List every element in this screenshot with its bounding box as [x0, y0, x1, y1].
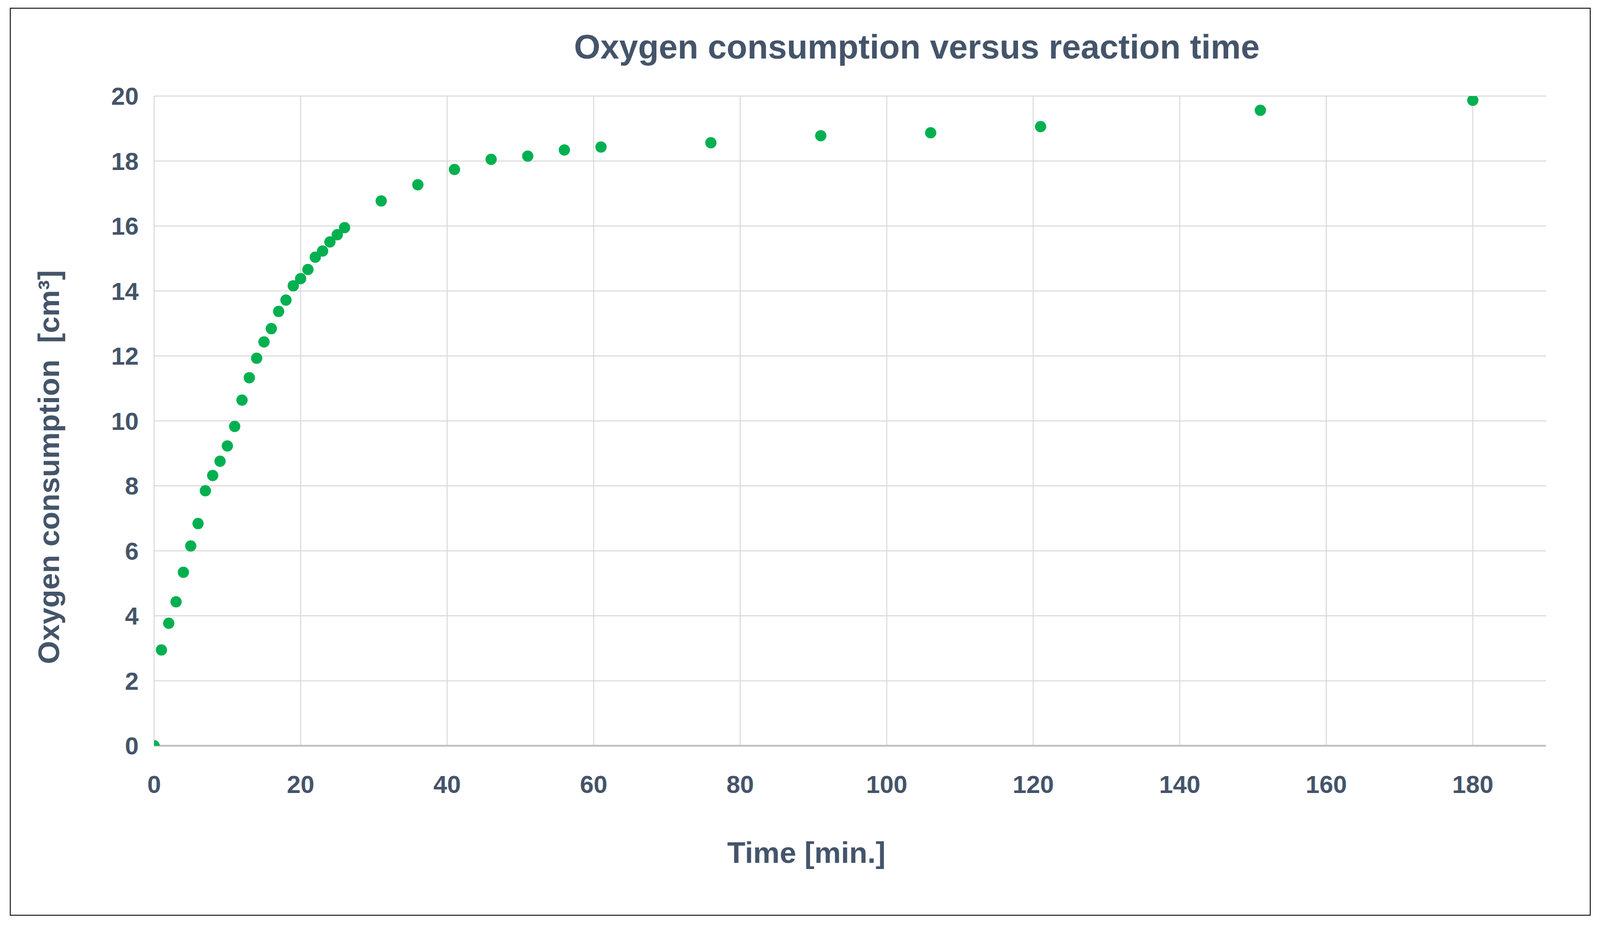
y-tick-label: 10	[111, 407, 139, 436]
y-axis-title: Oxygen consumption [cm³]	[31, 270, 66, 665]
x-grid-line	[1325, 96, 1327, 746]
data-point	[595, 141, 607, 153]
data-point	[236, 394, 248, 406]
y-grid-line	[154, 225, 1547, 227]
x-grid-line	[1472, 96, 1474, 746]
x-grid-line	[299, 96, 301, 746]
y-tick-label: 18	[111, 147, 139, 176]
y-axis-line	[153, 96, 155, 746]
x-tick-label: 40	[433, 770, 461, 799]
x-tick-label: 0	[147, 770, 162, 799]
y-grid-line	[154, 745, 1547, 747]
x-tick-label: 140	[1159, 770, 1201, 799]
x-tick-label: 120	[1012, 770, 1054, 799]
y-tick-label: 12	[111, 342, 139, 370]
y-grid-line	[154, 290, 1547, 292]
x-axis-title: Time [min.]	[727, 835, 886, 870]
x-grid-line	[446, 96, 448, 746]
y-grid-line	[154, 485, 1547, 487]
data-point	[170, 596, 182, 608]
data-point	[1466, 96, 1479, 106]
x-tick-label: 100	[866, 770, 908, 799]
x-tick-label: 180	[1452, 770, 1494, 799]
x-grid-line	[1032, 96, 1034, 746]
x-grid-line	[153, 96, 155, 746]
x-grid-line	[593, 96, 595, 746]
x-tick-label: 160	[1305, 770, 1347, 799]
data-point	[265, 323, 277, 335]
data-point	[1034, 120, 1047, 133]
x-tick-label: 60	[579, 770, 608, 799]
chart: 0 2 4 6 8 10 12 14 16 18 20 0 20 40 60 80 100 120 140 160 18…	[0, 0, 1600, 925]
y-grid-line	[154, 420, 1547, 422]
data-point	[229, 420, 241, 432]
y-tick-label: 16	[111, 212, 139, 240]
data-point	[448, 163, 461, 176]
y-tick-label: 20	[111, 82, 139, 110]
data-point	[375, 195, 387, 207]
data-point	[302, 264, 314, 276]
y-tick-label: 4	[124, 602, 139, 630]
data-point	[521, 150, 534, 162]
points	[154, 96, 1479, 746]
data-point	[705, 137, 717, 149]
data-point	[192, 517, 204, 530]
data-point	[316, 245, 329, 257]
y-grid-line	[154, 550, 1547, 552]
data-point	[258, 336, 270, 348]
x-tick-label: 20	[287, 770, 315, 799]
data-point	[251, 352, 263, 364]
y-tick-label: 2	[124, 667, 139, 695]
y-grid-line	[154, 95, 1547, 97]
y-tick-label: 0	[124, 732, 139, 760]
x-grid-line	[1179, 96, 1181, 746]
data-point	[155, 644, 167, 656]
y-grid-line	[154, 355, 1547, 357]
y-grid-line	[154, 615, 1547, 617]
data-point	[184, 540, 197, 552]
data-point	[272, 305, 285, 317]
grid	[154, 96, 1547, 746]
data-point	[1254, 104, 1267, 117]
data-point	[154, 740, 160, 746]
data-point	[280, 294, 292, 306]
data-point	[925, 126, 937, 139]
y-grid-line	[154, 680, 1547, 682]
data-point	[214, 455, 226, 467]
x-tick-label: 80	[726, 770, 754, 799]
y-tick-label: 14	[111, 277, 140, 306]
data-point	[243, 371, 255, 384]
data-point	[558, 144, 571, 156]
chart-frame	[10, 8, 1591, 916]
data-point	[815, 129, 827, 142]
data-point	[206, 469, 219, 482]
data-point	[339, 221, 351, 234]
data-point	[221, 440, 234, 452]
chart-title: Oxygen consumption versus reaction time	[573, 27, 1260, 66]
y-tick-label: 8	[124, 472, 139, 500]
x-grid-line	[739, 96, 741, 746]
data-point	[411, 179, 424, 191]
data-point	[294, 272, 307, 285]
x-axis-line	[154, 745, 1547, 747]
y-tick-label: 6	[124, 537, 139, 566]
x-grid-line	[886, 96, 888, 746]
data-point	[177, 566, 190, 578]
data-point	[163, 617, 175, 630]
y-grid-line	[154, 160, 1547, 162]
data-point	[485, 153, 497, 165]
data-point	[199, 484, 212, 497]
